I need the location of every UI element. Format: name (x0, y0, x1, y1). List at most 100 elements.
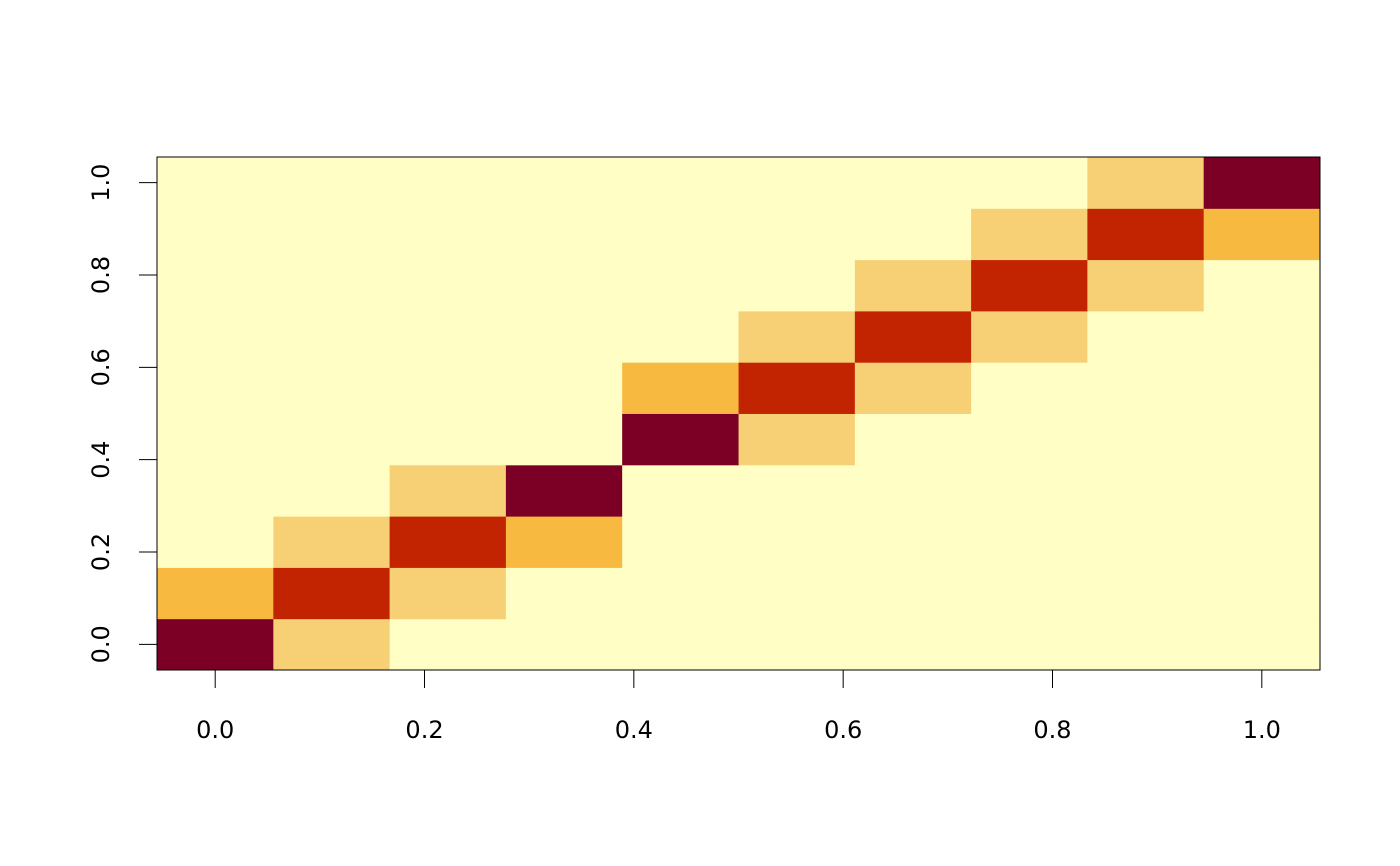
heatmap-cell (1203, 413, 1321, 466)
x-tick-label: 0.2 (405, 716, 443, 744)
x-tick-label: 0.0 (196, 716, 234, 744)
heatmap-cell (854, 259, 972, 312)
heatmap-cell (157, 567, 274, 620)
y-tick-label: 0.0 (87, 625, 115, 663)
heatmap-cell (273, 157, 391, 209)
x-tick-label: 0.8 (1033, 716, 1071, 744)
heatmap-cell (1203, 618, 1321, 671)
heatmap-cell (1203, 208, 1321, 261)
heatmap-cell (389, 413, 507, 466)
heatmap-cell (738, 157, 856, 209)
y-tick-label: 0.4 (87, 441, 115, 479)
heatmap-cell (389, 567, 507, 620)
heatmap-cell (738, 618, 856, 671)
heatmap-cell (1203, 516, 1321, 568)
heatmap-cell (505, 516, 623, 568)
heatmap-cell (854, 516, 972, 568)
heatmap-cell (1087, 362, 1205, 414)
heatmap-cell (505, 413, 623, 466)
heatmap-cell (505, 618, 623, 671)
heatmap-cell (738, 516, 856, 568)
heatmap-cell (622, 464, 739, 517)
heatmap-cell (273, 516, 391, 568)
heatmap-cell (389, 259, 507, 312)
heatmap-cell (389, 208, 507, 261)
heatmap-cell (1087, 413, 1205, 466)
heatmap-cell (971, 413, 1088, 466)
y-tick-label: 0.8 (87, 256, 115, 294)
heatmap-cell (622, 208, 739, 261)
heatmap-cell (157, 310, 274, 363)
heatmap-cell (505, 259, 623, 312)
heatmap-cell (854, 362, 972, 414)
heatmap-cell (505, 208, 623, 261)
heatmap-cell (738, 413, 856, 466)
heatmap-cell (505, 567, 623, 620)
heatmap-cell (157, 157, 274, 209)
heatmap-cell (389, 157, 507, 209)
heatmap-cell (971, 208, 1088, 261)
heatmap-cell (1087, 259, 1205, 312)
heatmap-cell (854, 157, 972, 209)
y-tick-label: 1.0 (87, 164, 115, 202)
heatmap-cells (157, 157, 1321, 671)
heatmap-cell (157, 413, 274, 466)
x-tick-label: 0.6 (824, 716, 862, 744)
heatmap-cell (738, 208, 856, 261)
heatmap-cell (273, 464, 391, 517)
heatmap-cell (854, 413, 972, 466)
heatmap-cell (273, 259, 391, 312)
heatmap-cell (971, 567, 1088, 620)
heatmap-cell (157, 618, 274, 671)
y-tick-label: 0.2 (87, 533, 115, 571)
heatmap-cell (854, 464, 972, 517)
y-axis: 0.0 0.2 0.4 0.6 0.8 1.0 (87, 164, 158, 663)
heatmap-cell (1203, 259, 1321, 312)
heatmap-cell (971, 310, 1088, 363)
heatmap-cell (389, 516, 507, 568)
heatmap-cell (971, 259, 1088, 312)
heatmap-cell (738, 362, 856, 414)
heatmap-cell (971, 464, 1088, 517)
y-tick-label: 0.6 (87, 348, 115, 386)
heatmap-cell (157, 259, 274, 312)
heatmap-cell (273, 362, 391, 414)
heatmap-cell (738, 259, 856, 312)
heatmap-cell (389, 310, 507, 363)
heatmap-cell (273, 618, 391, 671)
heatmap-cell (971, 516, 1088, 568)
heatmap-cell (157, 516, 274, 568)
heatmap-cell (505, 310, 623, 363)
heatmap-cell (854, 618, 972, 671)
heatmap-cell (157, 464, 274, 517)
heatmap-cell (622, 567, 739, 620)
heatmap-cell (1087, 464, 1205, 517)
heatmap-cell (622, 310, 739, 363)
heatmap-cell (157, 208, 274, 261)
heatmap-cell (1203, 567, 1321, 620)
heatmap-cell (854, 310, 972, 363)
heatmap-cell (1203, 157, 1321, 209)
heatmap-cell (1203, 310, 1321, 363)
heatmap-cell (738, 310, 856, 363)
heatmap-cell (1087, 618, 1205, 671)
heatmap-cell (1087, 157, 1205, 209)
heatmap-cell (389, 362, 507, 414)
x-tick-label: 1.0 (1243, 716, 1281, 744)
heatmap-cell (1087, 310, 1205, 363)
heatmap-cell (622, 618, 739, 671)
heatmap-cell (273, 310, 391, 363)
heatmap-cell (273, 208, 391, 261)
heatmap-cell (854, 567, 972, 620)
heatmap-cell (1203, 362, 1321, 414)
heatmap-cell (622, 157, 739, 209)
heatmap-cell (273, 567, 391, 620)
heatmap-cell (622, 516, 739, 568)
heatmap-cell (1203, 464, 1321, 517)
heatmap-cell (971, 362, 1088, 414)
x-axis: 0.0 0.2 0.4 0.6 0.8 1.0 (196, 669, 1281, 744)
heatmap-cell (505, 362, 623, 414)
heatmap-cell (505, 157, 623, 209)
heatmap-cell (1087, 516, 1205, 568)
